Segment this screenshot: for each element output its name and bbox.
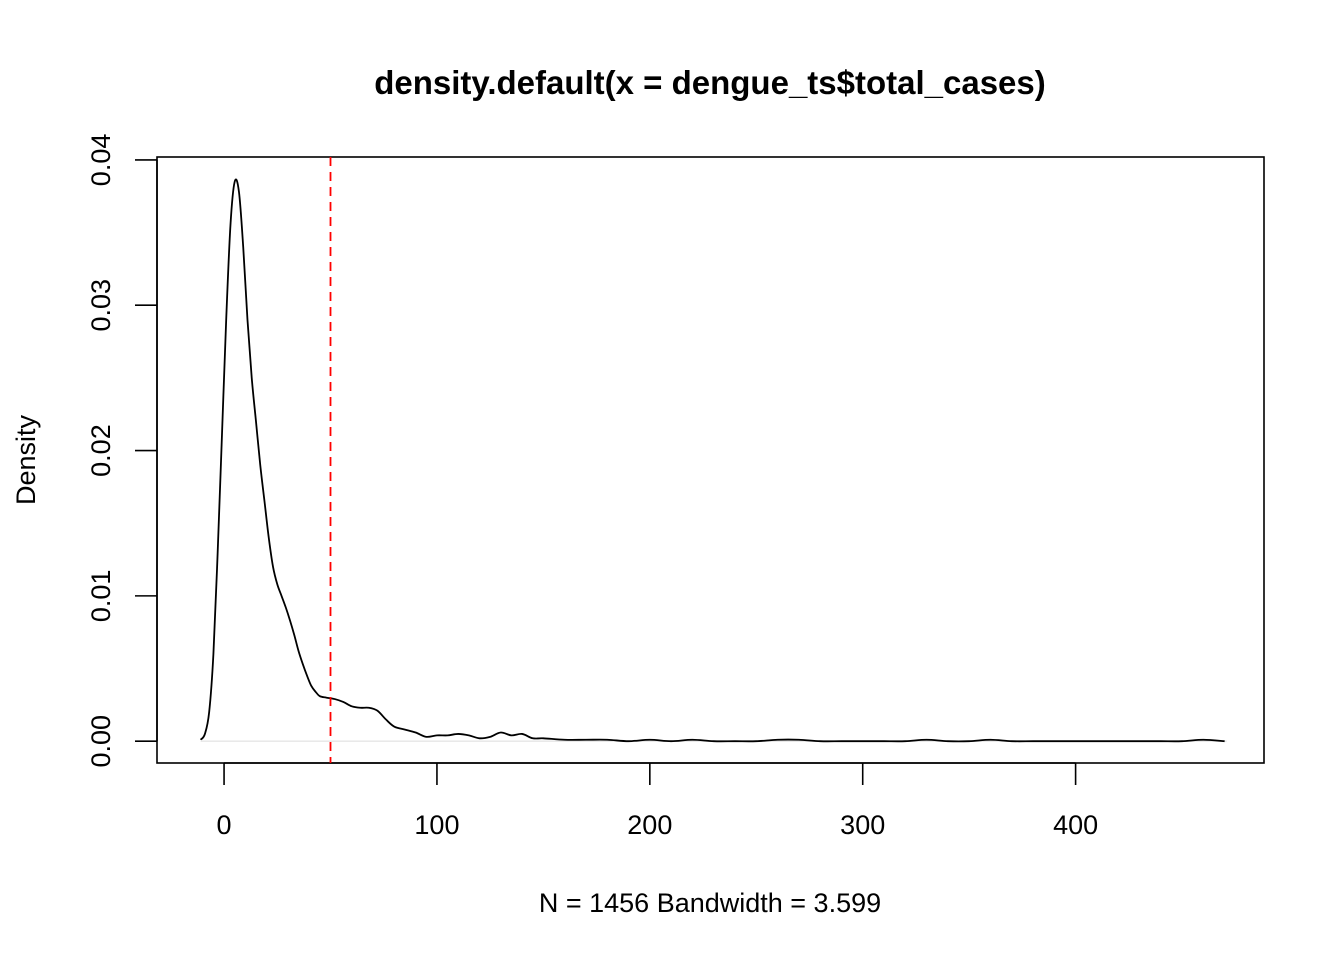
y-axis: 0.00 0.01 0.02 0.03 0.04 bbox=[86, 134, 158, 768]
y-tick-label: 0.03 bbox=[86, 279, 116, 332]
x-axis-label: N = 1456 Bandwidth = 3.599 bbox=[539, 888, 881, 918]
y-tick-label: 0.04 bbox=[86, 134, 116, 187]
y-tick-label: 0.01 bbox=[86, 570, 116, 623]
plot-frame bbox=[156, 156, 1265, 764]
x-axis: 0 100 200 300 400 bbox=[217, 762, 1098, 840]
y-tick-label: 0.00 bbox=[86, 715, 116, 768]
density-curve bbox=[199, 178, 1225, 743]
y-tick-label: 0.02 bbox=[86, 424, 116, 477]
y-axis-label: Density bbox=[11, 414, 41, 505]
x-tick-label: 0 bbox=[217, 810, 232, 840]
x-tick-label: 400 bbox=[1053, 810, 1098, 840]
x-tick-label: 100 bbox=[414, 810, 459, 840]
x-tick-label: 200 bbox=[627, 810, 672, 840]
chart-title: density.default(x = dengue_ts$total_case… bbox=[374, 64, 1046, 101]
x-tick-label: 300 bbox=[840, 810, 885, 840]
